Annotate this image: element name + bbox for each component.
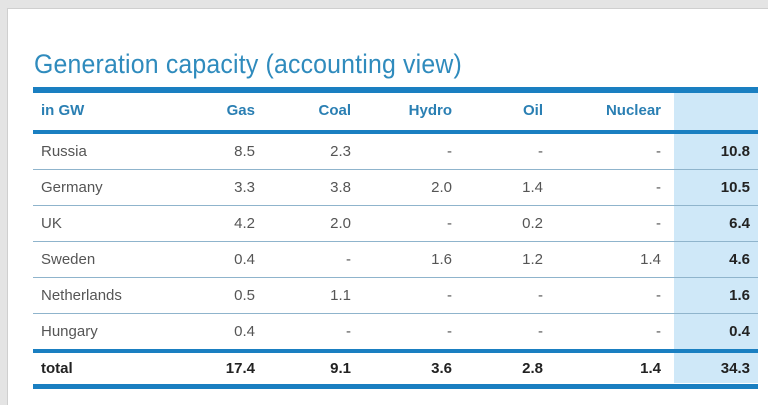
row-label: Germany xyxy=(41,179,103,196)
table-cell: Gas xyxy=(226,102,255,119)
table-cell: - xyxy=(538,143,543,160)
table-cell: 17.4 xyxy=(225,360,255,377)
table-cell: 1.2 xyxy=(522,251,543,268)
table-cell: 0.4 xyxy=(729,323,750,340)
total-top-rule xyxy=(33,349,758,353)
table-cell: 2.0 xyxy=(431,179,452,196)
table-cell: 10.5 xyxy=(720,179,750,196)
table-row: Netherlands 0.5 1.1 - - - 1.6 xyxy=(33,278,758,314)
row-label: UK xyxy=(41,215,62,232)
table-cell: Hydro xyxy=(408,102,452,119)
table-cell: 8.5 xyxy=(234,143,255,160)
table-cell: 3.8 xyxy=(330,179,351,196)
table-cell: - xyxy=(447,287,452,304)
document-card: Generation capacity (accounting view) in… xyxy=(7,8,768,405)
table-cell: - xyxy=(656,215,661,232)
table-cell: Coal xyxy=(318,102,351,119)
table-cell: 2.8 xyxy=(522,360,543,377)
table-cell: 0.4 xyxy=(234,323,255,340)
table-row: Germany 3.3 3.8 2.0 1.4 - 10.5 xyxy=(33,170,758,206)
table-cell: 34.3 xyxy=(720,360,750,377)
row-divider xyxy=(33,277,758,278)
table-cell: - xyxy=(447,143,452,160)
row-label: Hungary xyxy=(41,323,98,340)
row-divider xyxy=(33,241,758,242)
table-cell: - xyxy=(346,323,351,340)
table-cell: 10.8 xyxy=(720,143,750,160)
table-cell: 1.4 xyxy=(640,360,661,377)
table-cell: 3.3 xyxy=(234,179,255,196)
row-divider xyxy=(33,169,758,170)
row-label: Russia xyxy=(41,143,87,160)
table-cell: - xyxy=(538,323,543,340)
total-column-highlight xyxy=(674,93,758,383)
table-cell: - xyxy=(447,323,452,340)
table-cell: - xyxy=(538,287,543,304)
table-cell: 1.6 xyxy=(431,251,452,268)
table-cell: 0.2 xyxy=(522,215,543,232)
table-cell: - xyxy=(656,323,661,340)
table-cell: 1.4 xyxy=(640,251,661,268)
table-cell: Nuclear xyxy=(605,102,661,119)
table-bottom-rule xyxy=(33,384,758,389)
table-cell: 6.4 xyxy=(729,215,750,232)
table-row: UK 4.2 2.0 - 0.2 - 6.4 xyxy=(33,206,758,242)
table-cell: 3.6 xyxy=(431,360,452,377)
row-divider xyxy=(33,313,758,314)
header-top-rule xyxy=(33,87,758,93)
table-cell: Oil xyxy=(522,102,543,119)
row-label: in GW xyxy=(41,102,85,119)
header-row: in GW Gas Coal Hydro Oil Nuclear xyxy=(33,93,758,129)
table-cell: - xyxy=(656,179,661,196)
table-row: Russia 8.5 2.3 - - - 10.8 xyxy=(33,134,758,170)
table-cell: 0.5 xyxy=(234,287,255,304)
table-cell: 1.1 xyxy=(330,287,351,304)
row-label: Netherlands xyxy=(41,287,122,304)
row-divider xyxy=(33,205,758,206)
table-cell: 1.4 xyxy=(522,179,543,196)
row-label: total xyxy=(41,360,73,377)
table-row: Sweden 0.4 - 1.6 1.2 1.4 4.6 xyxy=(33,242,758,278)
header-bottom-rule xyxy=(33,130,758,134)
total-row: total 17.4 9.1 3.6 2.8 1.4 34.3 xyxy=(33,351,758,387)
table-cell: 2.3 xyxy=(330,143,351,160)
table-cell: - xyxy=(656,287,661,304)
row-label: Sweden xyxy=(41,251,96,268)
table-cell: 0.4 xyxy=(234,251,255,268)
table-row: Hungary 0.4 - - - - 0.4 xyxy=(33,314,758,350)
page-title: Generation capacity (accounting view) xyxy=(34,49,462,79)
table-cell: 2.0 xyxy=(330,215,351,232)
table-cell: - xyxy=(346,251,351,268)
table-cell: - xyxy=(656,143,661,160)
table-cell: 9.1 xyxy=(330,360,351,377)
table-cell: 4.6 xyxy=(729,251,750,268)
table-cell: 4.2 xyxy=(234,215,255,232)
table-cell: - xyxy=(447,215,452,232)
table-cell: 1.6 xyxy=(729,287,750,304)
